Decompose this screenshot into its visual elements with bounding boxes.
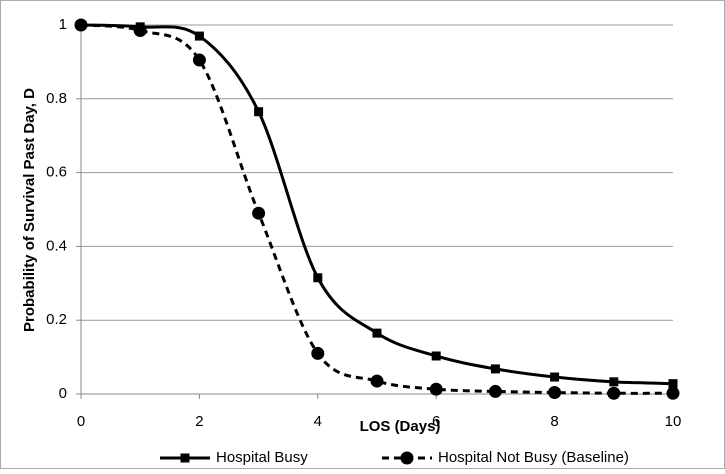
- y-tick-label: 0.8: [46, 90, 67, 107]
- marker: [550, 372, 560, 382]
- marker: [429, 382, 443, 396]
- marker: [607, 386, 621, 400]
- marker: [74, 18, 88, 32]
- marker: [133, 24, 147, 38]
- marker: [194, 31, 204, 41]
- marker: [488, 384, 502, 398]
- legend-label: Hospital Not Busy (Baseline): [438, 449, 629, 466]
- marker: [370, 374, 384, 388]
- marker: [252, 206, 266, 220]
- legend-label: Hospital Busy: [216, 449, 308, 466]
- x-axis-label: LOS (Days): [360, 418, 441, 435]
- x-tick-label: 2: [195, 413, 203, 430]
- x-tick-label: 8: [550, 413, 558, 430]
- marker: [548, 386, 562, 400]
- x-tick-label: 6: [432, 413, 440, 430]
- marker: [311, 346, 325, 360]
- y-tick-label: 0.2: [46, 311, 67, 328]
- legend-marker: [400, 451, 414, 465]
- marker: [609, 377, 619, 387]
- marker: [490, 364, 500, 374]
- marker: [431, 351, 441, 361]
- x-tick-label: 10: [665, 413, 682, 430]
- legend-marker: [180, 453, 190, 463]
- y-tick-label: 0: [59, 385, 67, 402]
- marker: [192, 53, 206, 67]
- marker: [313, 273, 323, 283]
- y-tick-label: 1: [59, 16, 67, 33]
- y-axis-label: Probability of Survival Past Day, D: [21, 88, 38, 332]
- x-tick-label: 4: [314, 413, 322, 430]
- marker: [254, 107, 264, 117]
- x-tick-label: 0: [77, 413, 85, 430]
- y-tick-label: 0.6: [46, 164, 67, 181]
- marker: [372, 328, 382, 338]
- marker: [666, 386, 680, 400]
- y-tick-label: 0.4: [46, 237, 67, 254]
- series-line: [80, 23, 674, 395]
- marker: [668, 379, 678, 389]
